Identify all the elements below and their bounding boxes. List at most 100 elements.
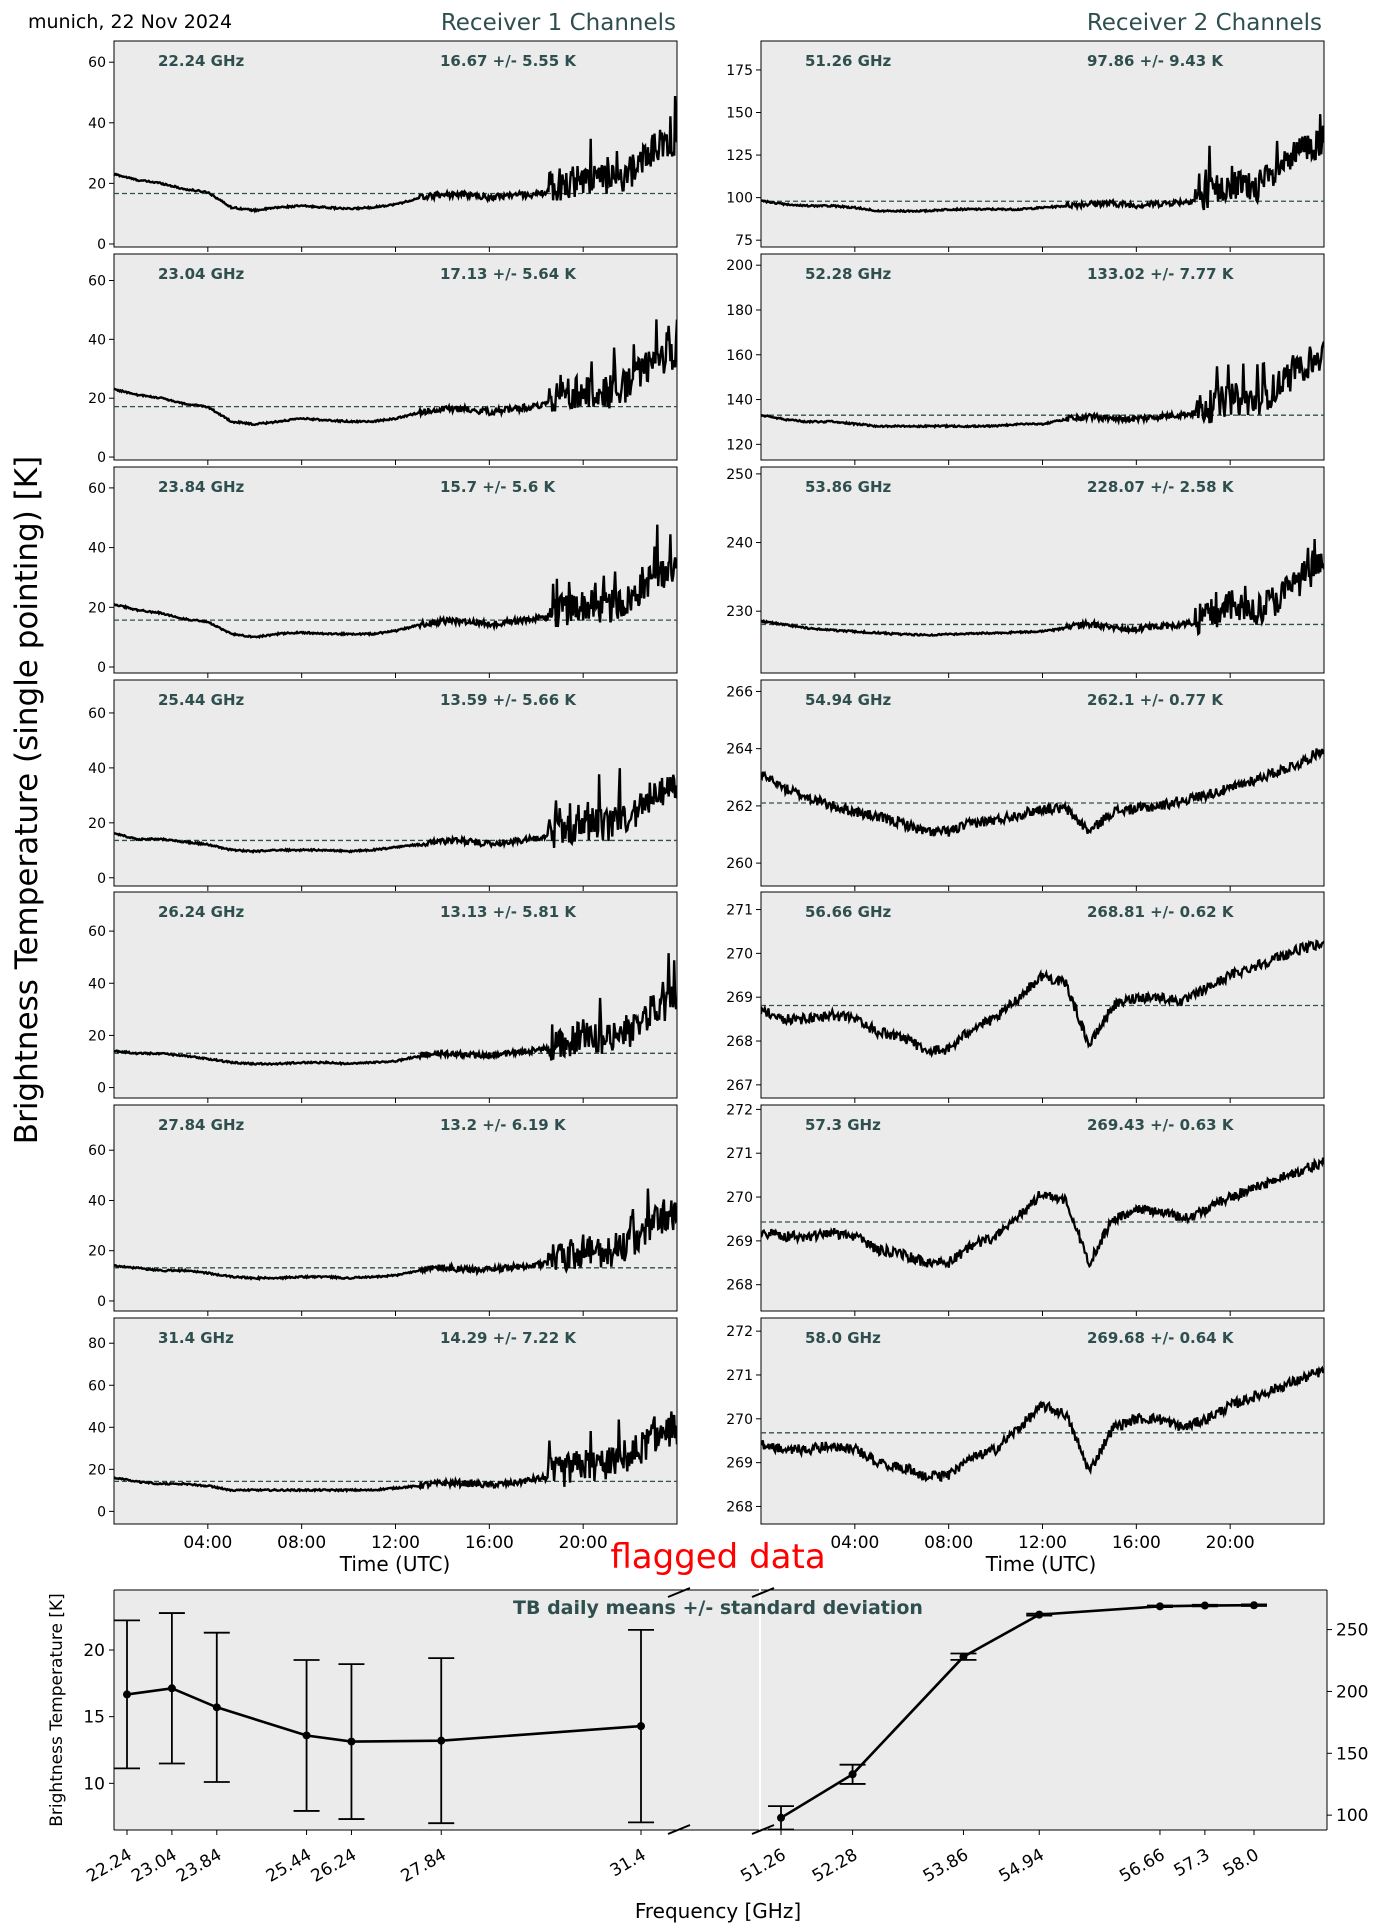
- y-tick-label: 20: [88, 1462, 106, 1478]
- break-mark: [751, 1824, 775, 1835]
- y-tick-label: 100: [726, 191, 753, 207]
- panel-314: 0 20 40 60 80 04:00 08:00 12:00 16:00 20:00 31.4 G…: [88, 1317, 678, 1553]
- left-x-tick-label: 23.04: [128, 1845, 180, 1887]
- trace-line: [114, 524, 677, 639]
- receiver1-title: Receiver 1 Channels: [441, 10, 676, 36]
- panel-5666: 267 268 269 270 271 56.66 GHz 268.81 +/- 0.62 …: [726, 891, 1325, 1103]
- trace-line: [761, 939, 1324, 1059]
- stats-label: 228.07 +/- 2.58 K: [1087, 478, 1235, 496]
- y-tick-label: 272: [726, 1102, 753, 1118]
- frequency-label: 27.84 GHz: [158, 1116, 245, 1134]
- frequency-label: 31.4 GHz: [158, 1329, 234, 1347]
- left-x-tick-label: 27.84: [398, 1845, 450, 1887]
- y-tick-label: 60: [88, 924, 106, 940]
- panel-background: [760, 466, 1325, 674]
- y-tick-label: 20: [88, 1028, 106, 1044]
- y-tick-label: 75: [735, 233, 753, 249]
- left-x-tick-label: 31.4: [607, 1845, 650, 1881]
- left-x-tick-label: 22.24: [83, 1845, 135, 1887]
- stats-label: 15.7 +/- 5.6 K: [440, 478, 557, 496]
- x-tick-label: 08:00: [924, 1533, 973, 1553]
- trace-line: [114, 1411, 677, 1494]
- y-tick-label: 271: [726, 1146, 753, 1162]
- y-tick-label: 40: [88, 332, 106, 348]
- y-tick-label: 269: [726, 1234, 753, 1250]
- y-tick-label: 230: [726, 604, 753, 620]
- panel-5494: 260 262 264 266 54.94 GHz 262.1 +/- 0.77 K: [726, 679, 1325, 891]
- right-x-tick-label: 51.26: [737, 1845, 789, 1887]
- y-tick-label: 0: [97, 450, 106, 466]
- y-tick-label: 80: [88, 1336, 106, 1352]
- panel-2224: 0 20 40 60 22.24 GHz 16.67 +/- 5.55 K: [88, 40, 678, 253]
- y-tick-label: 40: [88, 541, 106, 557]
- receiver2-title: Receiver 2 Channels: [1087, 10, 1322, 36]
- stats-label: 269.43 +/- 0.63 K: [1087, 1116, 1235, 1134]
- y-tick-label: 0: [97, 660, 106, 676]
- frequency-label: 23.04 GHz: [158, 265, 245, 283]
- panel-2544: 0 20 40 60 25.44 GHz 13.59 +/- 5.66 K: [88, 679, 678, 891]
- y-tick-label: 40: [88, 116, 106, 132]
- left-mean-point: [347, 1737, 356, 1746]
- x-tick-label: 20:00: [559, 1533, 608, 1553]
- y-tick-label: 270: [726, 946, 753, 962]
- y-tick-label: 262: [726, 799, 753, 815]
- frequency-label: 25.44 GHz: [158, 691, 245, 709]
- frequency-label: 51.26 GHz: [805, 52, 892, 70]
- stats-label: 16.67 +/- 5.55 K: [440, 52, 577, 70]
- trace-line: [114, 319, 677, 427]
- frequency-label: 58.0 GHz: [805, 1329, 881, 1347]
- panel-5126: 75 100 125 150 175 51.26 GHz 97.86 +/- 9.43 K: [726, 40, 1325, 252]
- summary-chart: TB daily means +/- standard deviation Fre…: [47, 1587, 1368, 1923]
- y-axis-label: Brightness Temperature (single pointing)…: [9, 456, 45, 1144]
- y-tick-label: 160: [726, 348, 753, 364]
- y-tick-label: 269: [726, 990, 753, 1006]
- frequency-label: 22.24 GHz: [158, 52, 245, 70]
- right-y-tick-label: 200: [1336, 1682, 1368, 1702]
- y-tick-label: 271: [726, 1368, 753, 1384]
- left-mean-point: [437, 1736, 446, 1745]
- break-mark: [751, 1587, 775, 1598]
- right-x-tick-label: 52.28: [809, 1845, 861, 1887]
- y-tick-label: 60: [88, 1378, 106, 1394]
- summary-background: [114, 1590, 1327, 1830]
- y-tick-label: 0: [97, 871, 106, 887]
- y-tick-label: 60: [88, 1143, 106, 1159]
- y-tick-label: 20: [88, 600, 106, 616]
- y-tick-label: 20: [88, 391, 106, 407]
- panel-background: [113, 1104, 678, 1312]
- summary-title: TB daily means +/- standard deviation: [513, 1597, 923, 1619]
- summary-y-label: Brightness Temperature [K]: [47, 1593, 67, 1826]
- left-y-tick-label: 15: [83, 1708, 105, 1728]
- trace-line: [114, 953, 677, 1067]
- y-tick-label: 0: [97, 1504, 106, 1520]
- break-mark: [667, 1587, 691, 1598]
- panel-background: [113, 891, 678, 1099]
- right-mean-point: [1200, 1601, 1209, 1610]
- y-tick-label: 272: [726, 1324, 753, 1340]
- right-x-tick-label: 56.66: [1116, 1845, 1168, 1887]
- y-tick-label: 260: [726, 856, 753, 872]
- left-mean-point: [302, 1731, 311, 1740]
- y-tick-label: 0: [97, 1294, 106, 1310]
- y-tick-label: 20: [88, 1244, 106, 1260]
- y-tick-label: 40: [88, 1420, 106, 1436]
- panel-background: [760, 1317, 1325, 1525]
- y-tick-label: 60: [88, 55, 106, 71]
- trace-line: [761, 538, 1324, 638]
- y-tick-label: 270: [726, 1412, 753, 1428]
- y-tick-label: 40: [88, 761, 106, 777]
- left-y-tick-label: 20: [83, 1641, 105, 1661]
- y-tick-label: 180: [726, 303, 753, 319]
- y-tick-label: 120: [726, 437, 753, 453]
- panel-580: 268 269 270 271 272 04:00 08:00 12:00 16:00 20:00…: [726, 1317, 1325, 1553]
- y-tick-label: 175: [726, 63, 753, 79]
- frequency-label: 56.66 GHz: [805, 903, 892, 921]
- stats-label: 17.13 +/- 5.64 K: [440, 265, 577, 283]
- y-tick-label: 268: [726, 1278, 753, 1294]
- right-mean-point: [1035, 1610, 1044, 1619]
- x-tick-label: 12:00: [1018, 1533, 1067, 1553]
- y-tick-label: 20: [88, 816, 106, 832]
- panel-background: [760, 679, 1325, 887]
- y-tick-label: 200: [726, 258, 753, 274]
